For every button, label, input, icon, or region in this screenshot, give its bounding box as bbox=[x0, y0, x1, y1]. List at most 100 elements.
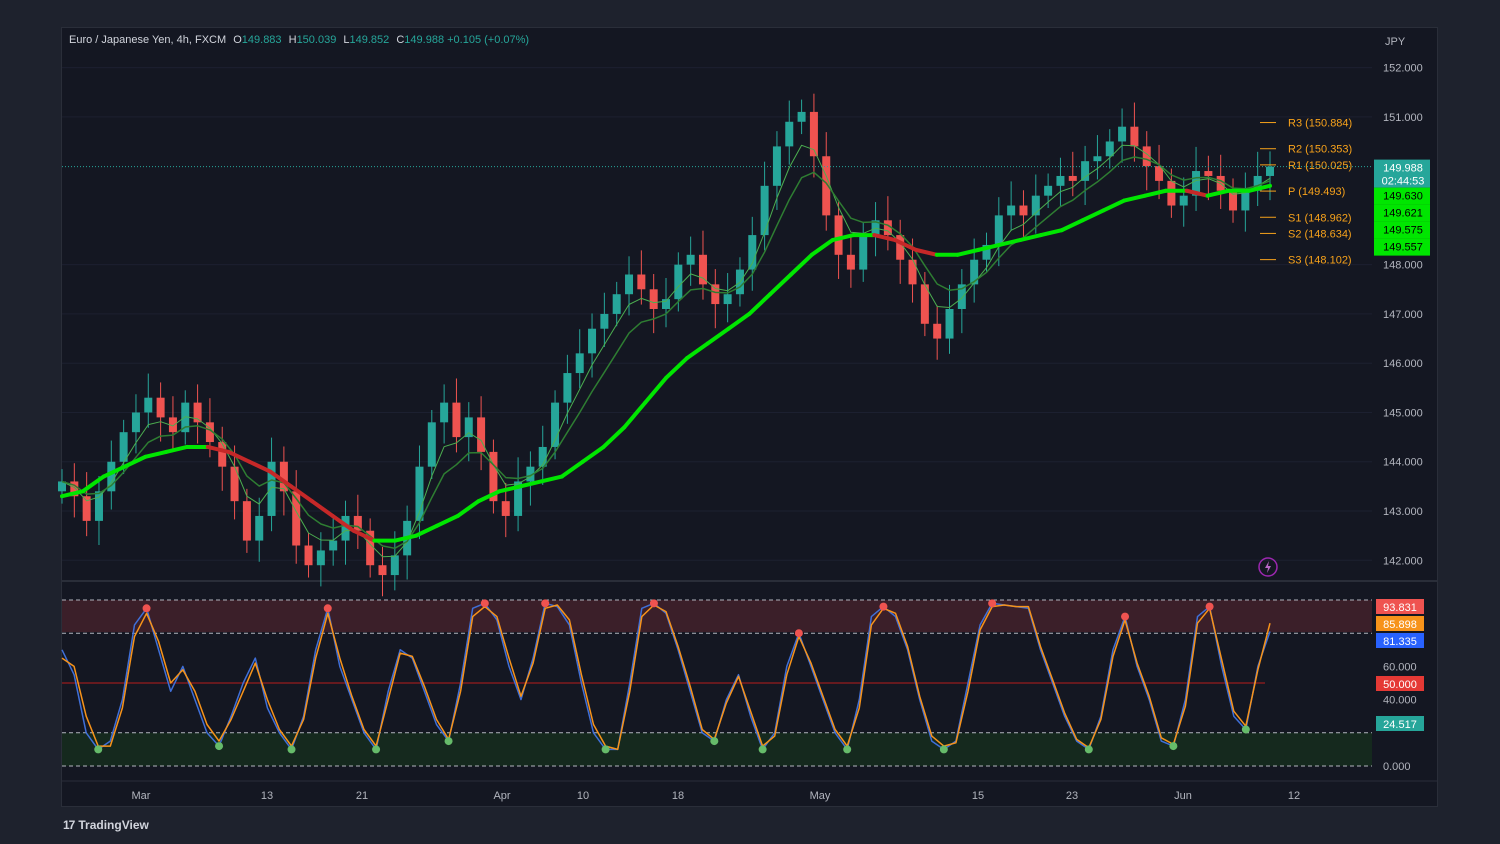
ma-slow-segment bbox=[684, 341, 710, 361]
candle-body bbox=[366, 530, 375, 566]
stoch-cross-up-dot bbox=[444, 737, 453, 746]
candle-body bbox=[588, 328, 597, 354]
price-tick-label: 151.000 bbox=[1383, 112, 1423, 124]
osc-tag-value: 24.517 bbox=[1383, 719, 1417, 731]
time-tick-label: Jun bbox=[1174, 790, 1192, 802]
stoch-cross-up-dot bbox=[94, 745, 103, 754]
candle-body bbox=[1118, 126, 1127, 142]
candle-body bbox=[341, 515, 350, 541]
stoch-cross-down-dot bbox=[1205, 602, 1214, 611]
ma-slow-segment bbox=[643, 375, 668, 405]
ma-slow-segment bbox=[1018, 233, 1043, 243]
ma-slow-segment bbox=[976, 242, 1002, 252]
price-tick-label: 147.000 bbox=[1383, 309, 1423, 321]
candle-body bbox=[242, 501, 251, 541]
stoch-cross-up-dot bbox=[1241, 725, 1250, 734]
candle-body bbox=[131, 412, 140, 433]
tradingview-brand[interactable]: 17 TradingView bbox=[63, 818, 149, 832]
stoch-cross-down-dot bbox=[480, 599, 489, 608]
candle-body bbox=[1192, 171, 1201, 196]
pivot-label: R2 (150.353) bbox=[1288, 144, 1352, 156]
candle-body bbox=[970, 259, 979, 285]
stoch-cross-up-dot bbox=[372, 745, 381, 754]
osc-value-tag: 24.517 bbox=[1376, 716, 1424, 731]
candle-body bbox=[637, 274, 646, 290]
price-tag-box bbox=[1374, 159, 1430, 188]
candle-body bbox=[933, 323, 942, 339]
low-value: 149.852 bbox=[349, 34, 390, 46]
price-tick-label: 144.000 bbox=[1383, 457, 1423, 469]
ma-slow-segment bbox=[1101, 198, 1127, 213]
candle-body bbox=[1007, 205, 1016, 216]
ma-slow-segment bbox=[664, 356, 689, 380]
candle-body bbox=[538, 446, 547, 467]
stoch-cross-down-dot bbox=[879, 602, 888, 611]
ma-slow-segment bbox=[705, 326, 731, 346]
candle-body bbox=[723, 294, 732, 305]
candle-body bbox=[168, 417, 177, 433]
ma-slow-segment bbox=[122, 454, 148, 469]
time-tick-label: 23 bbox=[1066, 790, 1078, 802]
ma-slow-segment bbox=[1038, 228, 1064, 238]
tradingview-logo-icon: 17 bbox=[63, 818, 75, 832]
candle-body bbox=[945, 309, 954, 339]
candle-body bbox=[1167, 180, 1176, 206]
candle-body bbox=[230, 466, 239, 502]
candle-body bbox=[1253, 175, 1262, 191]
ma-slow-segment bbox=[80, 474, 106, 494]
candle-body bbox=[957, 284, 966, 309]
candle-body bbox=[871, 220, 880, 236]
candle-body bbox=[809, 111, 818, 157]
candle-body bbox=[304, 545, 313, 566]
ma-slow-segment bbox=[559, 459, 585, 479]
candle-body bbox=[822, 156, 831, 216]
ma-slow-segment bbox=[788, 252, 814, 277]
ma-slow-segment bbox=[497, 484, 523, 494]
candle-body bbox=[908, 259, 917, 285]
ma-slow-segment bbox=[393, 533, 419, 543]
ma-slow-segment bbox=[1184, 188, 1210, 198]
stoch-cross-down-dot bbox=[142, 604, 151, 613]
candle-body bbox=[1093, 156, 1102, 162]
candle-body bbox=[378, 565, 387, 576]
candle-body bbox=[1229, 190, 1238, 211]
price-tick-label: 142.000 bbox=[1383, 555, 1423, 567]
candle-body bbox=[107, 461, 116, 492]
stoch-cross-up-dot bbox=[1084, 745, 1093, 754]
candle-body bbox=[1130, 126, 1139, 147]
ma-slow-segment bbox=[1205, 188, 1231, 198]
ma-slow-segment bbox=[268, 469, 294, 489]
osc-tick-label: 40.000 bbox=[1383, 695, 1417, 707]
candle-body bbox=[551, 402, 560, 447]
ma-slow-segment bbox=[247, 459, 273, 474]
close-label: C bbox=[396, 34, 405, 46]
pivot-label: P (149.493) bbox=[1288, 186, 1345, 198]
stoch-cross-down-dot bbox=[649, 599, 658, 608]
candle-body bbox=[649, 289, 658, 309]
candle-body bbox=[698, 254, 707, 285]
ma-slow-segment bbox=[768, 272, 793, 297]
price-tag-value: 149.630 bbox=[1383, 191, 1423, 203]
pivot-label: S3 (148.102) bbox=[1288, 255, 1352, 267]
candle-body bbox=[329, 540, 338, 551]
price-tag-box bbox=[1374, 238, 1430, 256]
ma-slow-segment bbox=[330, 513, 356, 533]
candle-body bbox=[82, 496, 91, 521]
price-axis-unit: JPY bbox=[1385, 36, 1406, 48]
stoch-cross-down-dot bbox=[1121, 612, 1130, 621]
ma-slow-segment bbox=[476, 489, 502, 504]
time-tick-label: May bbox=[810, 790, 831, 802]
stoch-cross-up-dot bbox=[939, 745, 948, 754]
ma-slow-segment bbox=[518, 479, 544, 489]
candle-body bbox=[662, 299, 670, 309]
stoch-cross-up-dot bbox=[1169, 742, 1178, 751]
time-tick-label: 15 bbox=[972, 790, 984, 802]
price-tag-countdown: 02:44:53 bbox=[1382, 176, 1425, 188]
overbought-zone bbox=[62, 600, 1372, 633]
candle-body bbox=[994, 215, 1003, 245]
high-label: H bbox=[288, 34, 297, 46]
candle-body bbox=[94, 491, 103, 521]
symbol-title: Euro / Japanese Yen, 4h, FXCM bbox=[69, 34, 227, 46]
